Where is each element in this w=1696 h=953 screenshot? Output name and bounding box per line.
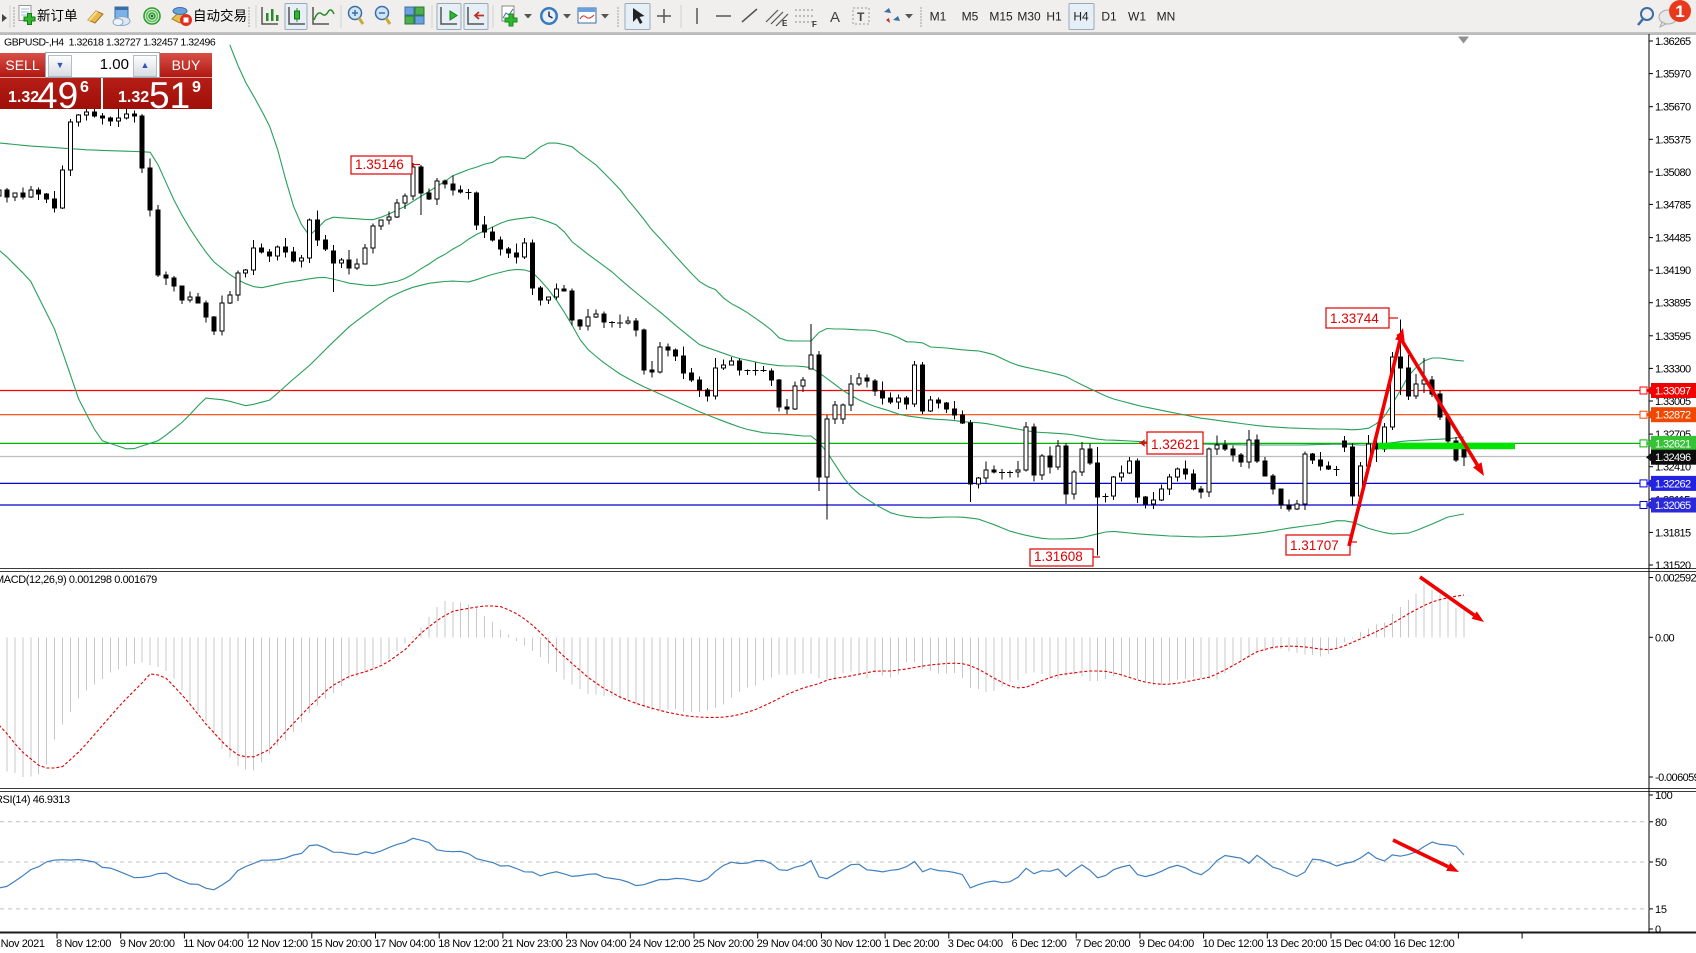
svg-text:12 Nov 12:00: 12 Nov 12:00 — [247, 938, 308, 950]
svg-text:25 Nov 20:00: 25 Nov 20:00 — [693, 938, 754, 950]
svg-text:M5: M5 — [962, 10, 979, 24]
svg-text:M1: M1 — [930, 10, 947, 24]
svg-text:H1: H1 — [1046, 10, 1062, 24]
svg-text:-0.006059: -0.006059 — [1655, 772, 1696, 784]
svg-text:16 Dec 12:00: 16 Dec 12:00 — [1394, 938, 1455, 950]
svg-text:1.34190: 1.34190 — [1655, 265, 1691, 277]
svg-text:1.31815: 1.31815 — [1655, 527, 1691, 539]
svg-text:1.34785: 1.34785 — [1655, 199, 1691, 211]
svg-text:3 Dec 04:00: 3 Dec 04:00 — [948, 938, 1003, 950]
svg-text:1 Dec 20:00: 1 Dec 20:00 — [884, 938, 939, 950]
svg-text:13 Dec 20:00: 13 Dec 20:00 — [1266, 938, 1327, 950]
svg-text:8 Nov 12:00: 8 Nov 12:00 — [56, 938, 111, 950]
svg-text:50: 50 — [1655, 857, 1667, 869]
svg-text:1.33595: 1.33595 — [1655, 331, 1691, 343]
svg-text:E: E — [782, 19, 788, 28]
svg-text:1.33895: 1.33895 — [1655, 298, 1691, 310]
svg-text:1.32262: 1.32262 — [1655, 478, 1691, 490]
svg-text:11 Nov 04:00: 11 Nov 04:00 — [183, 938, 243, 950]
svg-text:24 Nov 12:00: 24 Nov 12:00 — [629, 938, 690, 950]
svg-text:1: 1 — [1675, 2, 1684, 21]
svg-text:9 Nov 20:00: 9 Nov 20:00 — [120, 938, 175, 950]
svg-text:H4: H4 — [1073, 10, 1089, 24]
svg-text:1.34485: 1.34485 — [1655, 233, 1691, 245]
svg-text:1.35080: 1.35080 — [1655, 167, 1691, 179]
svg-text:80: 80 — [1655, 817, 1667, 829]
svg-text:MACD(12,26,9) 0.001298 0.00167: MACD(12,26,9) 0.001298 0.001679 — [0, 574, 157, 586]
svg-text:10 Dec 12:00: 10 Dec 12:00 — [1203, 938, 1264, 950]
svg-text:1.33097: 1.33097 — [1655, 386, 1691, 398]
svg-text:GBPUSD-,H4 1.32618 1.32727 1.: GBPUSD-,H4 1.32618 1.32727 1.32457 1.324… — [4, 37, 216, 49]
svg-text:M30: M30 — [1017, 10, 1041, 24]
svg-text:D1: D1 — [1101, 10, 1117, 24]
svg-text:F: F — [812, 20, 817, 29]
svg-text:W1: W1 — [1128, 10, 1146, 24]
svg-text:1.35375: 1.35375 — [1655, 134, 1691, 146]
svg-text:1.32496: 1.32496 — [1655, 452, 1691, 464]
svg-text:7 Dec 20:00: 7 Dec 20:00 — [1075, 938, 1130, 950]
svg-text:18 Nov 12:00: 18 Nov 12:00 — [438, 938, 499, 950]
svg-text:15 Dec 04:00: 15 Dec 04:00 — [1330, 938, 1391, 950]
svg-text:0: 0 — [1655, 924, 1661, 936]
svg-text:15 Nov 20:00: 15 Nov 20:00 — [311, 938, 372, 950]
svg-text:T: T — [857, 10, 865, 24]
svg-text:1.32621: 1.32621 — [1151, 437, 1200, 452]
svg-text:15: 15 — [1655, 904, 1667, 916]
svg-text:RSI(14) 46.9313: RSI(14) 46.9313 — [0, 794, 70, 806]
svg-text:1.33300: 1.33300 — [1655, 363, 1691, 375]
svg-text:5 Nov 2021: 5 Nov 2021 — [0, 938, 45, 950]
svg-text:1.32872: 1.32872 — [1655, 410, 1691, 422]
svg-text:MN: MN — [1157, 10, 1176, 24]
svg-text:自动交易: 自动交易 — [193, 8, 247, 24]
svg-text:M15: M15 — [989, 10, 1013, 24]
svg-text:17 Nov 04:00: 17 Nov 04:00 — [375, 938, 436, 950]
svg-text:0.00: 0.00 — [1655, 632, 1674, 644]
svg-text:100: 100 — [1655, 790, 1673, 802]
svg-text:23 Nov 04:00: 23 Nov 04:00 — [566, 938, 627, 950]
svg-text:6 Dec 12:00: 6 Dec 12:00 — [1012, 938, 1067, 950]
svg-text:1.35970: 1.35970 — [1655, 69, 1691, 81]
svg-text:29 Nov 04:00: 29 Nov 04:00 — [757, 938, 818, 950]
svg-text:0.002592: 0.002592 — [1655, 573, 1696, 585]
svg-text:1.31520: 1.31520 — [1655, 560, 1691, 572]
svg-text:1.32621: 1.32621 — [1655, 438, 1691, 450]
svg-text:1.36265: 1.36265 — [1655, 36, 1691, 48]
svg-text:1.33005: 1.33005 — [1655, 396, 1691, 408]
svg-text:1.32065: 1.32065 — [1655, 500, 1691, 512]
svg-text:1.35146: 1.35146 — [355, 157, 404, 172]
svg-text:30 Nov 12:00: 30 Nov 12:00 — [820, 938, 881, 950]
svg-text:9 Dec 04:00: 9 Dec 04:00 — [1139, 938, 1194, 950]
svg-text:1.31608: 1.31608 — [1034, 549, 1083, 564]
svg-text:A: A — [830, 9, 840, 26]
svg-text:1.33744: 1.33744 — [1330, 311, 1379, 326]
svg-text:1.31707: 1.31707 — [1290, 538, 1339, 553]
svg-text:新订单: 新订单 — [37, 9, 78, 24]
svg-text:21 Nov 23:00: 21 Nov 23:00 — [502, 938, 563, 950]
svg-text:1.35670: 1.35670 — [1655, 102, 1691, 114]
